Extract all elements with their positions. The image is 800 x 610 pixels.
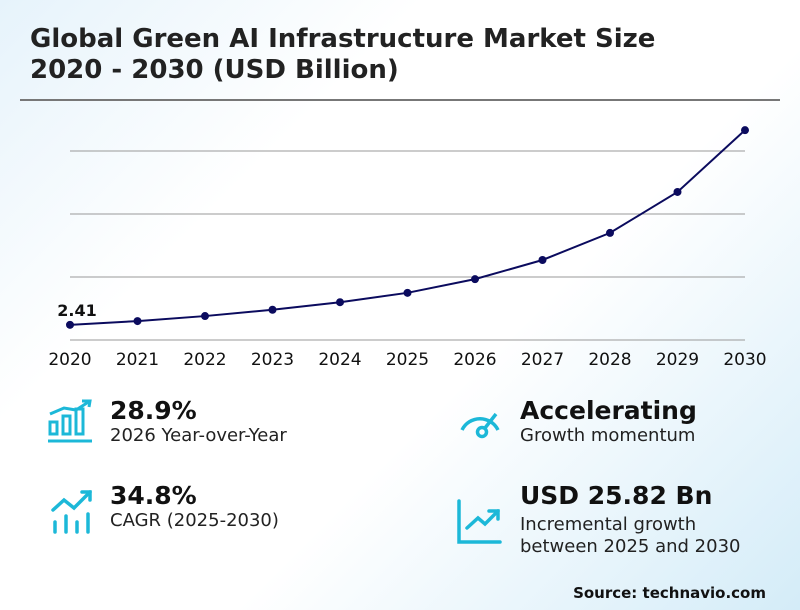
data-point — [673, 187, 682, 196]
stat-incremental: USD 25.82 Bn Incremental growth between … — [520, 481, 740, 558]
x-tick-label: 2021 — [116, 350, 159, 370]
title-line-2: 2020 - 2030 (USD Billion) — [30, 55, 399, 85]
x-tick-label: 2026 — [453, 350, 496, 370]
stat-label-line-1: Incremental growth — [520, 514, 697, 535]
x-tick-label: 2024 — [318, 350, 361, 370]
stat-cagr: 34.8% CAGR (2025-2030) — [110, 481, 279, 532]
data-point — [133, 317, 142, 326]
x-tick-label: 2029 — [656, 350, 699, 370]
x-tick-label: 2028 — [588, 350, 631, 370]
stat-value: Accelerating — [520, 396, 697, 425]
x-tick-label: 2022 — [183, 350, 226, 370]
bar-chart-growth-icon — [48, 399, 92, 443]
title-line-1: Global Green AI Infrastructure Market Si… — [30, 24, 656, 54]
data-point — [538, 255, 547, 264]
stat-value: USD 25.82 Bn — [520, 481, 713, 510]
trending-up-bars-icon — [51, 490, 92, 534]
source-credit: Source: technavio.com — [573, 584, 766, 602]
stat-value: 28.9% — [110, 396, 197, 425]
data-label: 2.41 — [57, 301, 96, 320]
data-point — [336, 298, 344, 307]
x-tick-label: 2030 — [723, 350, 766, 370]
chart-title: Global Green AI Infrastructure Market Si… — [30, 24, 655, 86]
x-tick-label: 2027 — [521, 350, 564, 370]
speedometer-icon — [460, 412, 500, 439]
data-point — [268, 305, 277, 314]
stat-label: Growth momentum — [520, 425, 696, 446]
x-tick-label: 2020 — [48, 350, 91, 370]
title-divider — [20, 99, 780, 101]
line-chart: 2020 2021 2022 2023 2024 2025 2026 2027 2028 2029… — [48, 126, 767, 370]
line-chart-up-icon — [457, 499, 502, 544]
data-point — [471, 275, 479, 284]
stat-value: 34.8% — [110, 481, 197, 510]
stat-yoy: 28.9% 2026 Year-over-Year — [110, 396, 287, 447]
stat-label: 2026 Year-over-Year — [110, 425, 287, 446]
stat-label: CAGR (2025-2030) — [110, 510, 279, 531]
data-point — [201, 312, 209, 321]
data-point — [606, 228, 614, 237]
stat-label-line-2: between 2025 and 2030 — [520, 536, 741, 557]
x-tick-label: 2023 — [251, 350, 294, 370]
data-point — [403, 288, 412, 297]
stat-momentum: Accelerating Growth momentum — [520, 396, 697, 447]
data-point — [66, 320, 74, 329]
data-point — [741, 126, 749, 135]
x-tick-label: 2025 — [386, 350, 429, 370]
